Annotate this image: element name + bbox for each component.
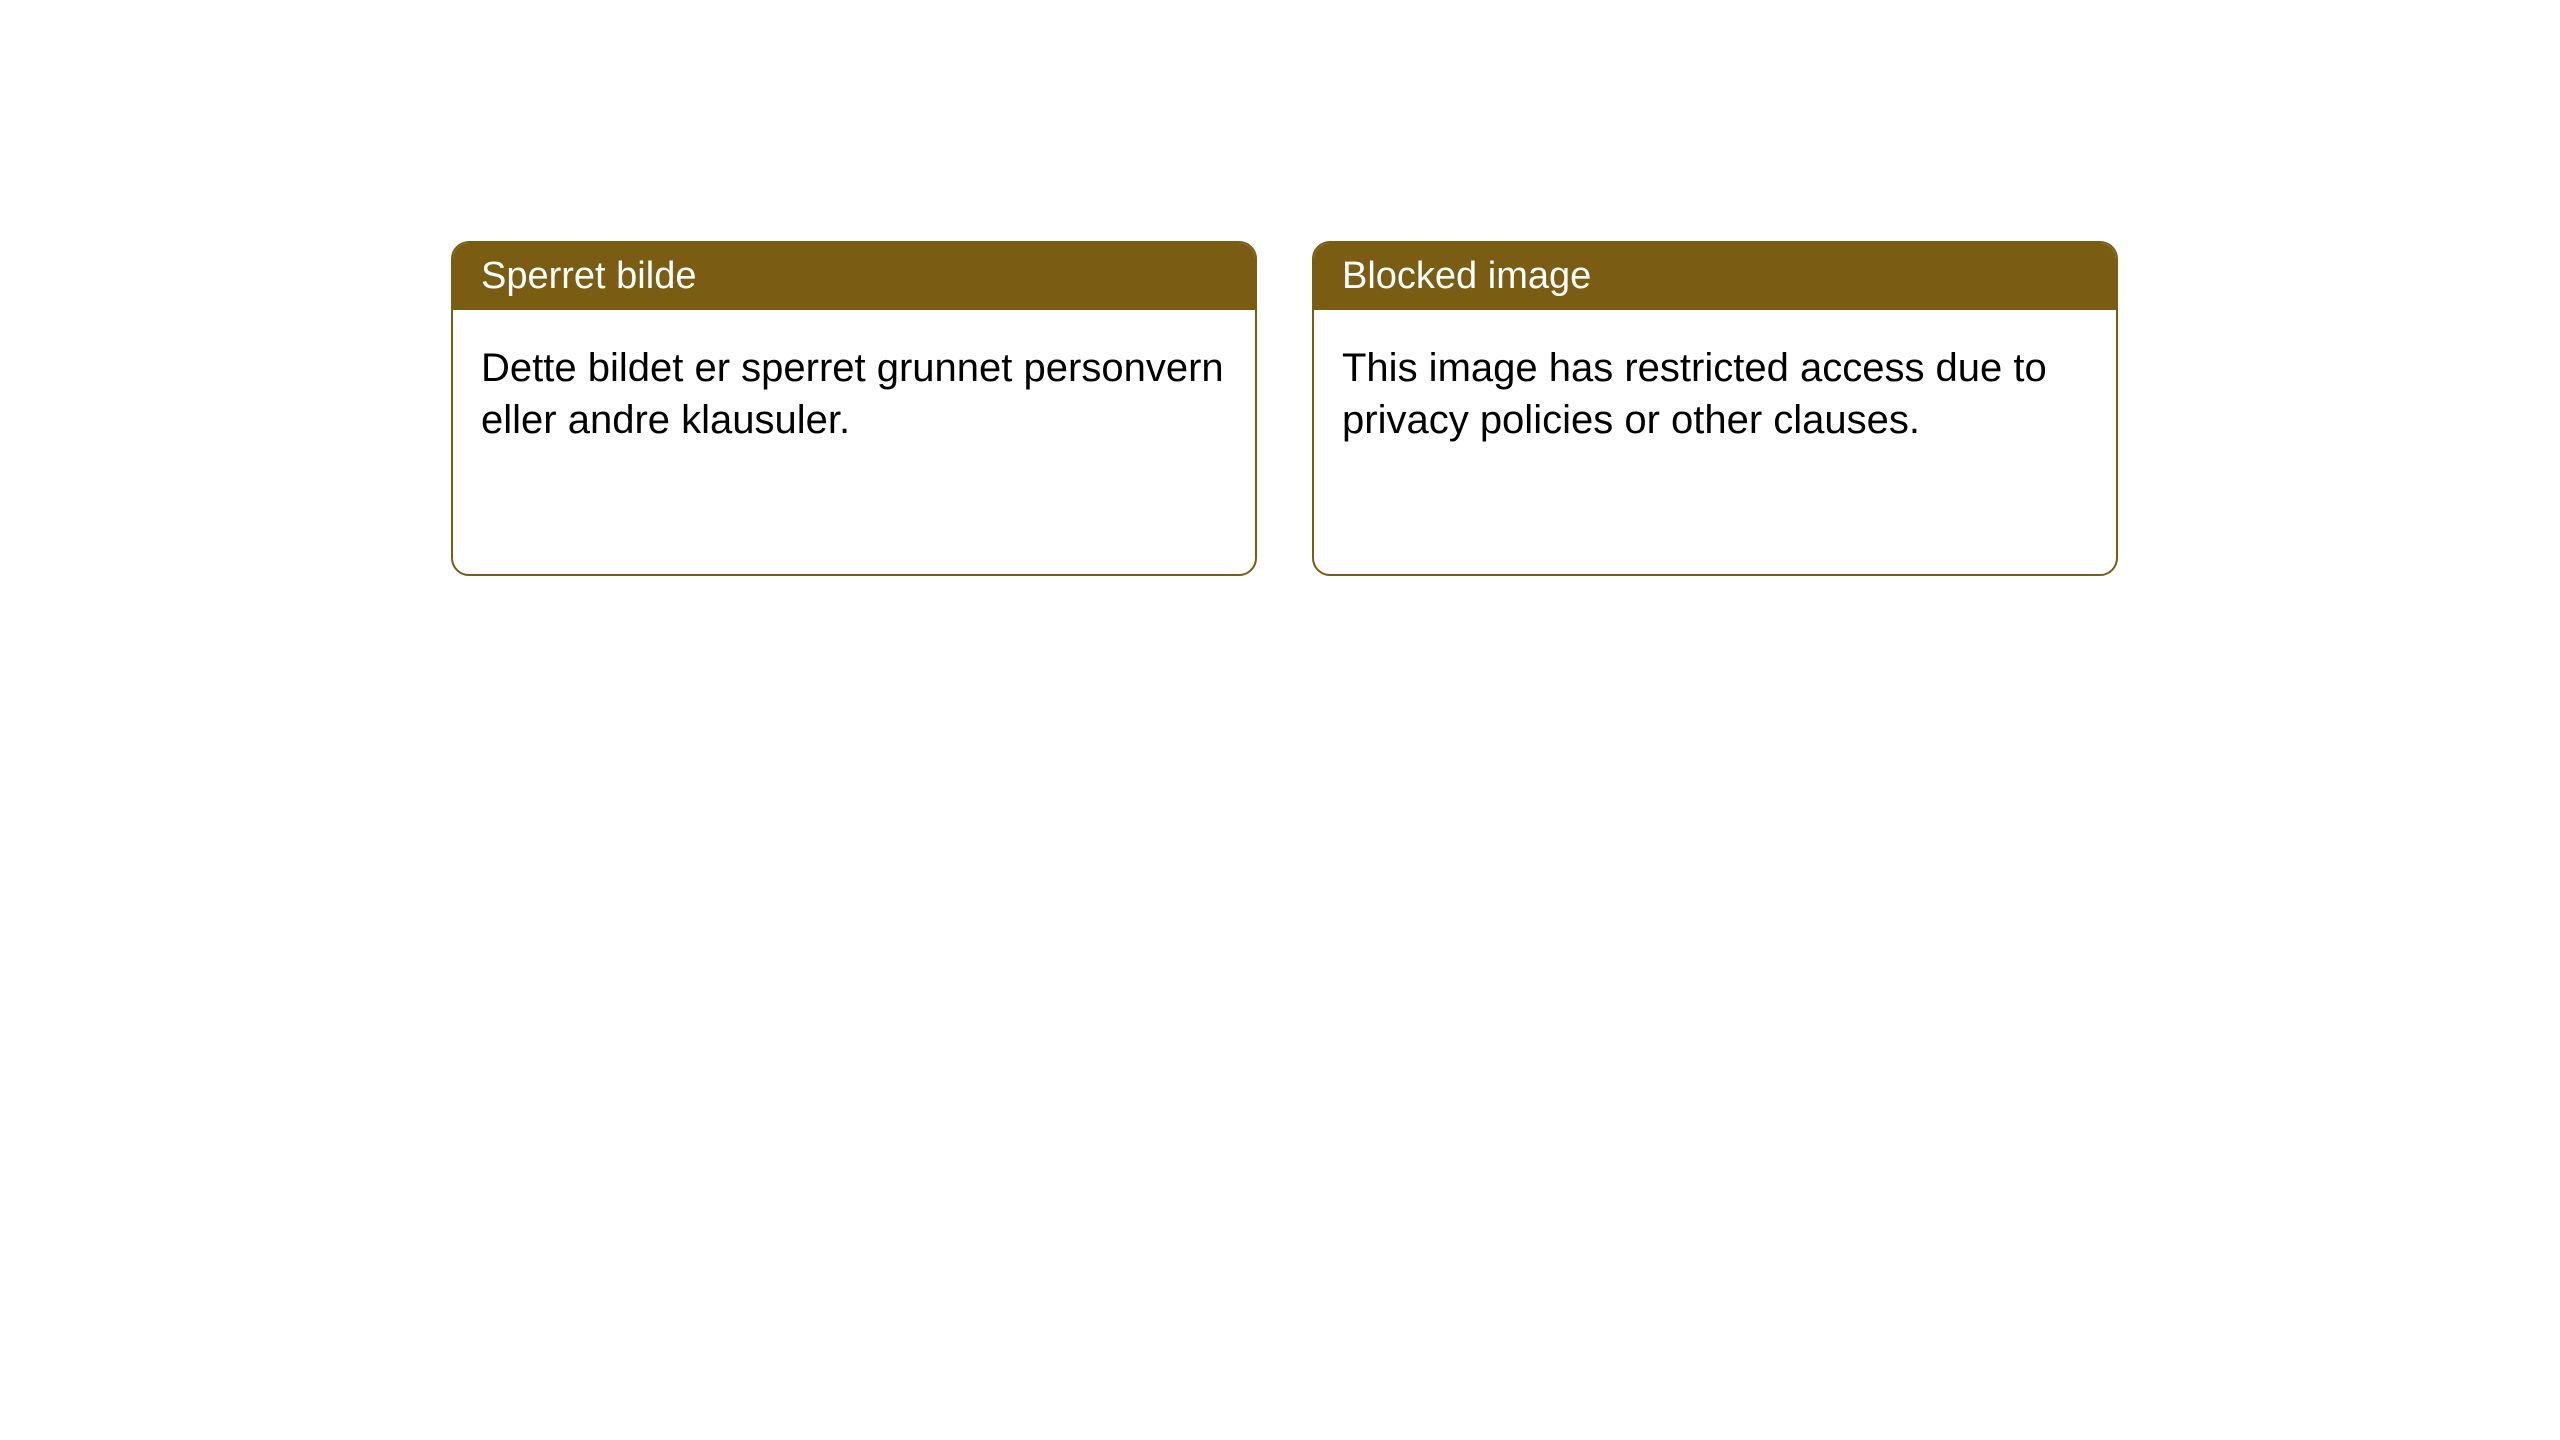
- notice-body-text: Dette bildet er sperret grunnet personve…: [481, 346, 1224, 442]
- notice-body-text: This image has restricted access due to …: [1342, 346, 2047, 442]
- notice-title: Sperret bilde: [481, 255, 696, 297]
- notice-box-norwegian: Sperret bilde Dette bildet er sperret gr…: [451, 241, 1257, 576]
- notice-box-english: Blocked image This image has restricted …: [1312, 241, 2118, 576]
- notice-body: This image has restricted access due to …: [1314, 310, 2116, 478]
- notice-container: Sperret bilde Dette bildet er sperret gr…: [451, 241, 2118, 576]
- notice-header: Sperret bilde: [453, 243, 1255, 310]
- notice-title: Blocked image: [1342, 255, 1591, 297]
- notice-header: Blocked image: [1314, 243, 2116, 310]
- notice-body: Dette bildet er sperret grunnet personve…: [453, 310, 1255, 478]
